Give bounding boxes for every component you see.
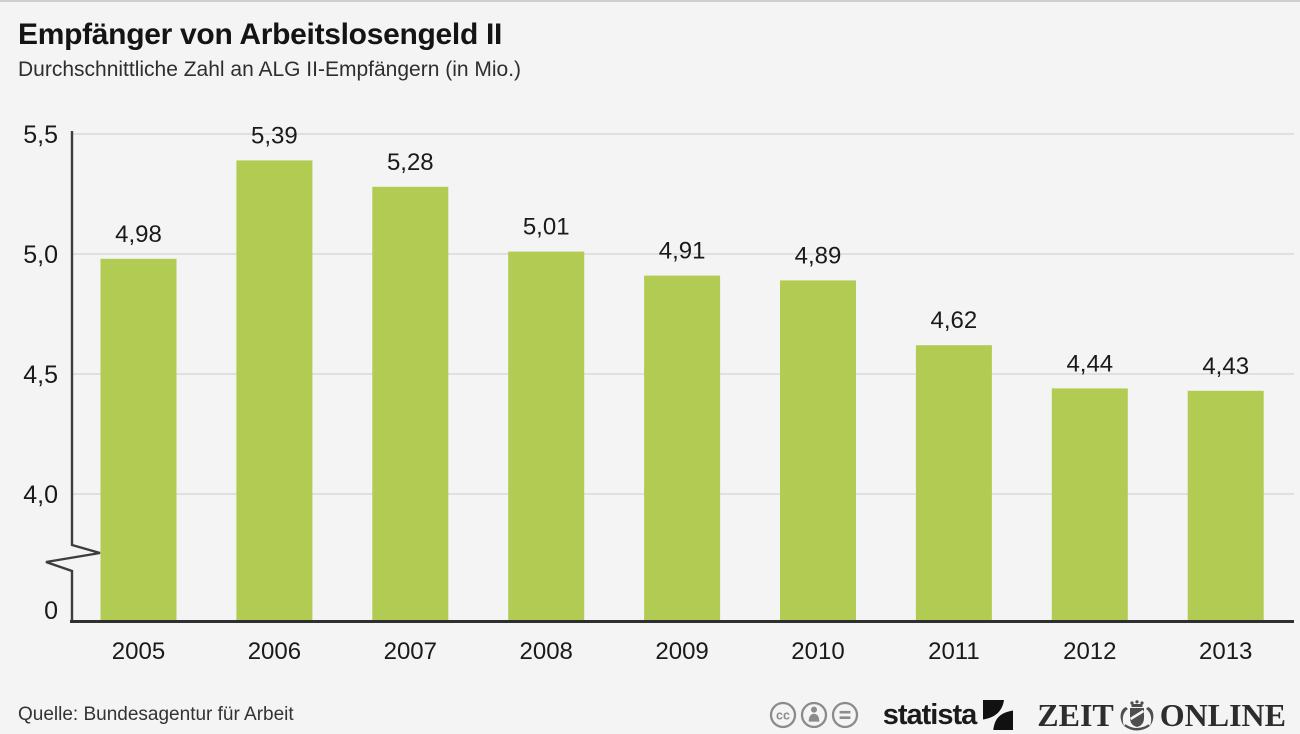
bar-value-label: 4,43 <box>1202 353 1249 380</box>
equals-glyph <box>839 710 851 719</box>
y-tick-label: 5,0 <box>23 241 58 269</box>
cc-license-icons: cc <box>769 701 858 729</box>
bar-value-label: 4,44 <box>1066 350 1113 377</box>
attribution-person-glyph <box>808 706 820 722</box>
chart-subtitle: Durchschnittliche Zahl an ALG II-Empfäng… <box>18 57 522 81</box>
bar-2009 <box>644 275 721 622</box>
x-tick-label: 2006 <box>248 638 301 665</box>
bar-2012 <box>1051 388 1128 622</box>
x-tick-label: 2008 <box>520 638 573 665</box>
bar-value-label: 5,39 <box>251 122 298 149</box>
x-tick-label: 2009 <box>655 638 708 665</box>
x-tick-label: 2007 <box>384 638 437 665</box>
bar-2006 <box>236 160 313 622</box>
statista-square-icon <box>983 700 1014 730</box>
bar-2013 <box>1187 390 1264 622</box>
statista-wordmark: statista <box>882 698 978 731</box>
source-text: Quelle: Bundesagentur für Arbeit <box>18 704 294 725</box>
bar-value-label: 4,89 <box>795 242 842 269</box>
chart-footer: Quelle: Bundesagentur für Arbeit cc <box>18 697 1286 734</box>
bar-2005 <box>100 258 177 622</box>
y-tick-label: 5,5 <box>23 121 58 149</box>
no-derivatives-icon <box>831 701 858 729</box>
bar-value-label: 5,28 <box>387 149 434 176</box>
statista-logo: statista <box>883 699 1014 732</box>
x-tick-label: 2012 <box>1063 638 1116 665</box>
x-tick-label: 2010 <box>791 638 844 665</box>
attribution-icon <box>800 701 827 729</box>
x-tick-label: 2013 <box>1199 638 1252 665</box>
online-wordmark: ONLINE <box>1159 696 1286 733</box>
cc-glyph: cc <box>776 709 790 723</box>
bar-2010 <box>780 280 856 622</box>
x-tick-label: 2011 <box>928 638 980 665</box>
bar-value-label: 4,98 <box>115 221 162 248</box>
chart-header: Empfänger von Arbeitslosengeld II Durchs… <box>18 18 521 82</box>
bar-2011 <box>915 345 992 622</box>
y-axis <box>45 131 101 622</box>
zeit-crest-icon <box>1120 700 1154 731</box>
bar-2008 <box>508 251 585 622</box>
x-tick-label: 2005 <box>112 638 165 665</box>
footer-logos: cc statista ZEIT <box>769 697 1286 734</box>
bar-value-label: 4,91 <box>659 238 706 265</box>
chart-title: Empfänger von Arbeitslosengeld II <box>18 18 503 51</box>
y-tick-label: 0 <box>44 597 58 625</box>
cc-icon <box>769 701 796 729</box>
y-tick-label: 4,0 <box>23 481 58 509</box>
bar-2007 <box>372 186 449 623</box>
bar-value-label: 5,01 <box>523 214 570 241</box>
bar-value-label: 4,62 <box>931 307 978 334</box>
zeit-online-logo: ZEIT ONLINE <box>1037 697 1286 734</box>
y-tick-label: 4,5 <box>23 361 58 389</box>
zeit-wordmark: ZEIT <box>1037 696 1114 733</box>
